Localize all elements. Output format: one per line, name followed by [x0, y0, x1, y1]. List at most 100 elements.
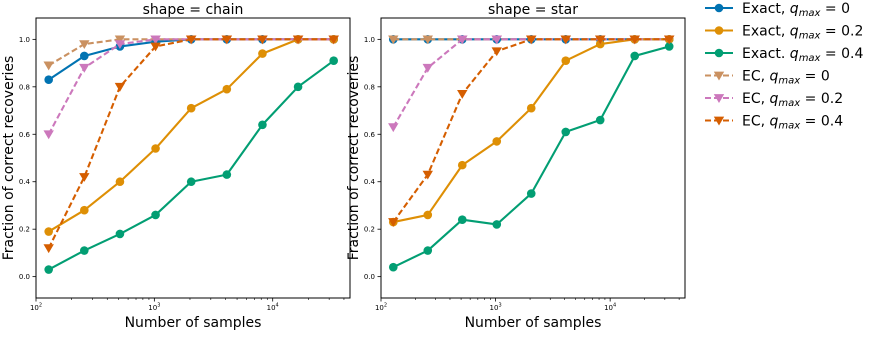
data-point	[422, 35, 433, 45]
data-point	[151, 144, 160, 153]
x-tick-label-exponent: 3	[498, 303, 501, 309]
series-4	[388, 35, 675, 133]
legend-marker	[714, 26, 724, 35]
series-5	[388, 35, 675, 228]
legend-label-value: = 0.4	[820, 46, 863, 62]
data-point	[222, 170, 232, 179]
series-line-4	[392, 38, 670, 128]
data-point	[79, 40, 90, 50]
data-point	[44, 75, 53, 84]
legend-label-variable: q	[790, 46, 799, 62]
x-tick-label-exponent: 2	[384, 303, 387, 309]
legend-label-subscript: max	[799, 53, 821, 64]
legend-label-prefix: EC,	[742, 114, 770, 130]
data-point	[293, 82, 303, 92]
x-tick-label: 104	[604, 303, 616, 313]
legend-label: EC, qmax = 0.4	[742, 114, 843, 132]
y-tick-label: 0.6	[19, 131, 31, 139]
data-point	[630, 51, 640, 61]
data-point	[595, 35, 606, 45]
series-5	[43, 35, 339, 254]
x-tick-label-exponent: 2	[39, 303, 42, 309]
x-tick-label-base: 10	[604, 304, 613, 312]
data-point	[526, 103, 536, 113]
data-point	[329, 56, 338, 66]
y-tick-label: 1.0	[364, 36, 375, 44]
data-point	[388, 218, 399, 228]
legend-label-value: = 0.2	[800, 91, 843, 107]
legend-marker	[714, 3, 724, 13]
data-point	[457, 215, 467, 224]
legend-marker	[713, 116, 725, 126]
data-point	[114, 82, 126, 92]
data-point	[257, 35, 268, 45]
data-point	[258, 49, 267, 58]
x-tick-label-base: 10	[148, 304, 157, 312]
legend-label-subscript: max	[799, 31, 821, 42]
legend-label-prefix: Exact,	[742, 24, 790, 40]
x-tick-label-base: 10	[267, 304, 276, 312]
x-tick-label: 103	[490, 303, 502, 313]
legend-entry-4: EC, qmax = 0.2	[705, 91, 843, 109]
legend-label-subscript: max	[799, 8, 821, 19]
data-point	[43, 61, 54, 71]
legend-marker	[714, 48, 724, 58]
data-point	[43, 130, 54, 140]
legend-entry-2: Exact. qmax = 0.4	[705, 46, 863, 64]
chart-title: shape = star	[488, 2, 578, 18]
y-tick-label: 0.2	[364, 226, 375, 234]
data-point	[222, 84, 232, 94]
x-tick-label-base: 10	[30, 304, 39, 312]
data-point	[114, 35, 126, 45]
y-tick-label: 0.6	[364, 131, 376, 139]
data-point	[388, 35, 399, 45]
series-line-5	[47, 38, 334, 249]
legend-label-subscript: max	[778, 76, 800, 87]
y-tick-label: 0.8	[19, 83, 30, 91]
legend-label-variable: q	[790, 24, 799, 40]
x-tick-label-exponent: 3	[157, 303, 160, 309]
y-tick-label: 0.0	[364, 273, 375, 281]
data-point	[422, 170, 433, 180]
data-point	[151, 210, 160, 220]
data-point	[491, 35, 502, 45]
legend-label-variable: q	[770, 91, 779, 107]
series-2	[44, 56, 338, 274]
chart-title: shape = chain	[143, 2, 244, 18]
legend-entry-1: Exact, qmax = 0.2	[705, 24, 863, 42]
plot-frame	[35, 17, 351, 299]
data-point	[388, 262, 398, 272]
legend-label-variable: q	[770, 114, 779, 130]
legend-label-prefix: Exact.	[742, 46, 790, 62]
data-point	[560, 35, 571, 45]
data-point	[526, 35, 537, 45]
plot-frame	[380, 17, 686, 299]
data-point	[43, 244, 54, 254]
x-axis-label: Number of samples	[465, 315, 602, 331]
y-tick-label: 0.4	[19, 178, 31, 186]
legend-entry-5: EC, qmax = 0.4	[705, 114, 843, 132]
data-point	[492, 220, 502, 229]
legend-label-prefix: EC,	[742, 91, 770, 107]
legend-label: EC, qmax = 0	[742, 69, 830, 87]
legend-label-variable: q	[790, 1, 799, 17]
x-tick-label-exponent: 4	[276, 303, 279, 309]
series-1	[44, 35, 338, 236]
legend-label-value: = 0	[800, 69, 830, 85]
data-point	[80, 51, 89, 61]
legend-label-subscript: max	[778, 98, 800, 109]
data-point	[561, 127, 571, 137]
data-point	[185, 35, 197, 45]
data-point	[80, 205, 89, 215]
x-tick-label-base: 10	[375, 304, 384, 312]
x-tick-label: 104	[267, 303, 279, 313]
data-point	[79, 173, 90, 182]
y-tick-label: 0.0	[19, 273, 30, 281]
legend-marker	[713, 94, 725, 103]
data-point	[292, 35, 304, 45]
data-point	[561, 56, 571, 66]
